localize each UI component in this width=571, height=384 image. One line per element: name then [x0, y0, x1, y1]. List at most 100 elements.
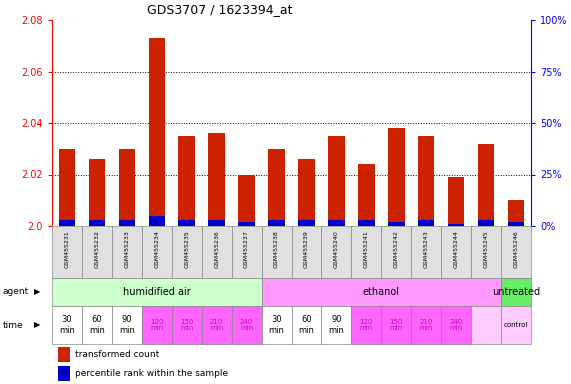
Bar	[142, 306, 172, 344]
Text: 240
min: 240 min	[449, 318, 463, 331]
Bar	[112, 306, 142, 344]
Text: GSM455233: GSM455233	[124, 230, 130, 268]
Bar	[262, 306, 292, 344]
Bar	[172, 306, 202, 344]
Text: 150
min: 150 min	[389, 318, 403, 331]
Text: percentile rank within the sample: percentile rank within the sample	[75, 369, 228, 378]
Text: untreated: untreated	[492, 287, 540, 297]
Bar	[418, 220, 435, 226]
Bar	[298, 159, 315, 226]
Text: GSM455240: GSM455240	[334, 230, 339, 268]
Text: 120
min: 120 min	[360, 318, 373, 331]
Bar	[238, 174, 255, 226]
Text: 60
min: 60 min	[89, 315, 105, 335]
Bar	[232, 226, 262, 278]
Bar	[89, 159, 105, 226]
Bar	[501, 226, 531, 278]
Bar	[298, 220, 315, 226]
Bar	[208, 220, 225, 226]
Bar	[148, 216, 165, 226]
Bar	[411, 306, 441, 344]
Bar	[471, 226, 501, 278]
Text: time: time	[3, 321, 23, 329]
Text: GSM455243: GSM455243	[424, 230, 429, 268]
Text: GSM455242: GSM455242	[394, 230, 399, 268]
Text: 240
min: 240 min	[240, 318, 253, 331]
Bar	[232, 306, 262, 344]
Text: 90
min: 90 min	[119, 315, 135, 335]
Bar	[321, 226, 351, 278]
Bar	[501, 306, 531, 344]
Bar	[172, 226, 202, 278]
Text: GSM455232: GSM455232	[94, 230, 99, 268]
Bar	[508, 200, 524, 226]
Text: 30
min: 30 min	[268, 315, 284, 335]
Bar	[351, 306, 381, 344]
Bar	[292, 226, 321, 278]
Bar	[179, 220, 195, 226]
Text: GSM455246: GSM455246	[513, 230, 518, 268]
Bar	[358, 164, 375, 226]
Bar	[262, 226, 292, 278]
Bar	[112, 226, 142, 278]
Bar	[119, 149, 135, 226]
Bar	[351, 226, 381, 278]
Bar	[381, 306, 411, 344]
Bar	[508, 222, 524, 226]
Bar	[58, 347, 70, 362]
Text: GSM455238: GSM455238	[274, 230, 279, 268]
Text: transformed count: transformed count	[75, 350, 159, 359]
Text: GSM455239: GSM455239	[304, 230, 309, 268]
Bar	[381, 226, 411, 278]
Text: ethanol: ethanol	[363, 287, 400, 297]
Bar	[59, 149, 75, 226]
Bar	[418, 136, 435, 226]
Bar	[292, 306, 321, 344]
Bar	[268, 220, 285, 226]
Text: GSM455244: GSM455244	[453, 230, 459, 268]
Text: GSM455236: GSM455236	[214, 230, 219, 268]
Text: 30
min: 30 min	[59, 315, 75, 335]
Text: 210
min: 210 min	[420, 318, 433, 331]
Text: 210
min: 210 min	[210, 318, 223, 331]
Bar	[448, 177, 464, 226]
Bar	[202, 306, 232, 344]
Bar	[82, 306, 112, 344]
Bar	[478, 144, 494, 226]
Text: 120
min: 120 min	[150, 318, 163, 331]
Text: GSM455241: GSM455241	[364, 230, 369, 268]
Bar	[321, 306, 351, 344]
Bar	[328, 136, 345, 226]
Text: control: control	[504, 322, 528, 328]
Bar	[262, 278, 501, 306]
Text: GSM455237: GSM455237	[244, 230, 249, 268]
Bar	[142, 226, 172, 278]
Text: GDS3707 / 1623394_at: GDS3707 / 1623394_at	[147, 3, 292, 17]
Bar	[148, 38, 165, 226]
Text: humidified air: humidified air	[123, 287, 191, 297]
Bar	[238, 222, 255, 226]
Bar	[478, 220, 494, 226]
Text: ▶: ▶	[34, 321, 41, 329]
Bar	[202, 226, 232, 278]
Bar	[208, 133, 225, 226]
Bar	[328, 220, 345, 226]
Bar	[388, 222, 404, 226]
Bar	[52, 278, 262, 306]
Bar	[52, 226, 82, 278]
Bar	[179, 136, 195, 226]
Text: GSM455234: GSM455234	[154, 230, 159, 268]
Bar	[358, 220, 375, 226]
Text: 90
min: 90 min	[328, 315, 344, 335]
Bar	[82, 226, 112, 278]
Bar	[411, 226, 441, 278]
Bar	[59, 220, 75, 226]
Bar	[89, 220, 105, 226]
Text: GSM455235: GSM455235	[184, 230, 189, 268]
Bar	[501, 278, 531, 306]
Bar	[119, 220, 135, 226]
Text: 60
min: 60 min	[299, 315, 315, 335]
Bar	[441, 306, 471, 344]
Text: GSM455231: GSM455231	[65, 230, 70, 268]
Text: 150
min: 150 min	[180, 318, 194, 331]
